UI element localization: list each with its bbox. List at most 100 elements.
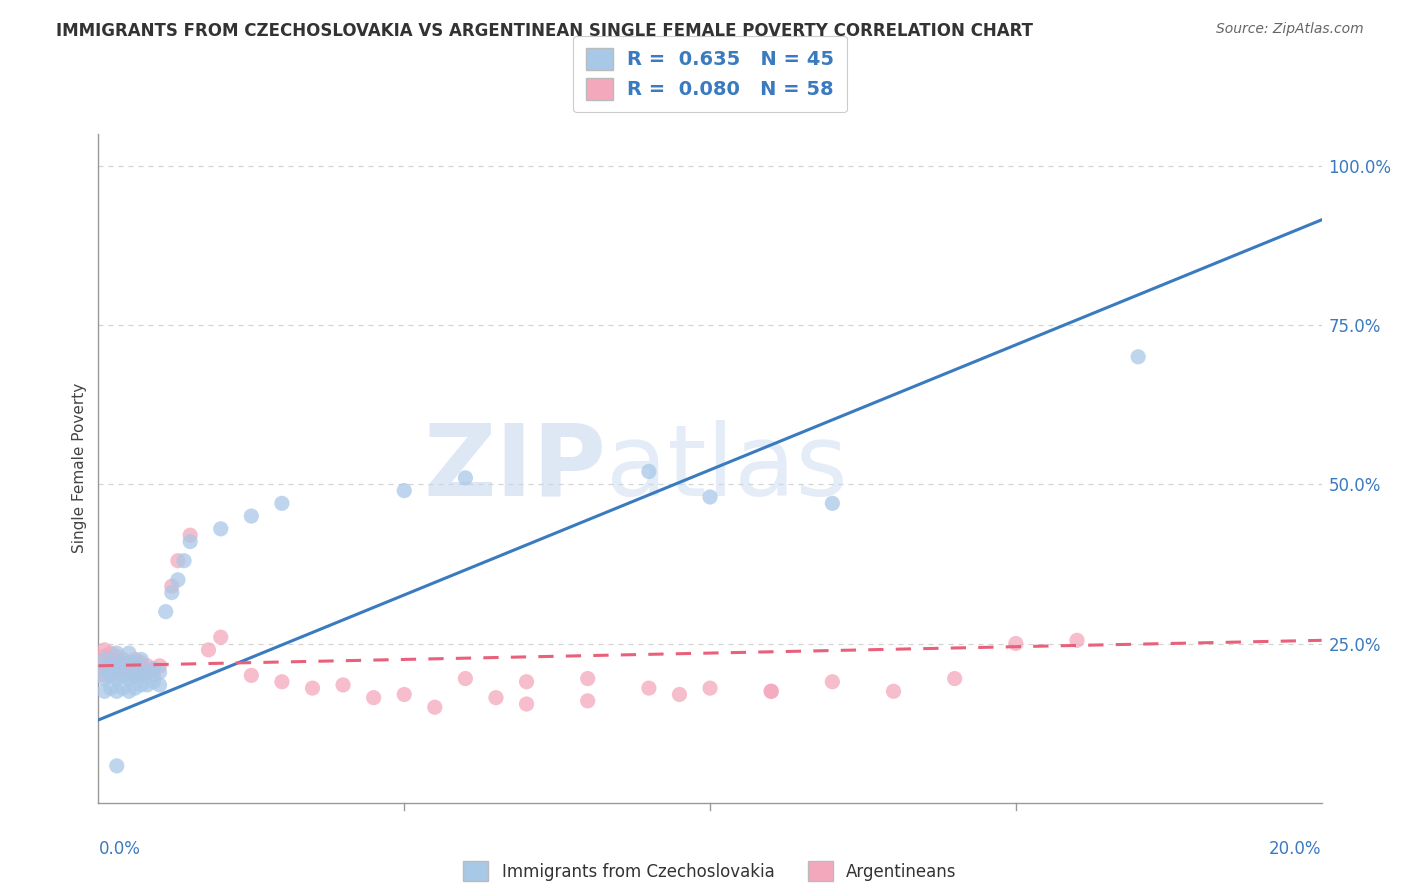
Point [124, 668, 146, 682]
Point [485, 690, 508, 705]
Point [136, 658, 159, 673]
Point [821, 674, 844, 689]
Point [149, 658, 172, 673]
Point [100, 652, 122, 666]
Point [111, 665, 134, 680]
Point [111, 668, 134, 682]
Point [167, 554, 190, 568]
Point [142, 662, 165, 676]
Point [576, 694, 599, 708]
Point [149, 665, 172, 680]
Point [1066, 633, 1088, 648]
Legend: Immigrants from Czechoslovakia, Argentineans: Immigrants from Czechoslovakia, Argentin… [457, 855, 963, 888]
Point [759, 684, 782, 698]
Point [124, 681, 146, 695]
Point [637, 681, 661, 695]
Point [142, 668, 165, 682]
Point [454, 672, 477, 686]
Point [209, 522, 232, 536]
Point [124, 665, 146, 680]
Point [100, 646, 122, 660]
Point [454, 471, 477, 485]
Point [301, 681, 323, 695]
Point [392, 483, 416, 498]
Point [179, 528, 201, 542]
Point [167, 573, 190, 587]
Point [118, 656, 141, 670]
Point [93, 662, 115, 676]
Point [93, 652, 115, 666]
Point [118, 672, 141, 686]
Point [93, 668, 115, 682]
Point [1128, 350, 1150, 364]
Point [118, 662, 141, 676]
Point [105, 658, 128, 673]
Point [160, 579, 183, 593]
Point [124, 656, 146, 670]
Point [197, 643, 219, 657]
Point [93, 672, 115, 686]
Text: Source: ZipAtlas.com: Source: ZipAtlas.com [1216, 22, 1364, 37]
Point [155, 605, 177, 619]
Y-axis label: Single Female Poverty: Single Female Poverty [72, 384, 87, 553]
Point [129, 662, 152, 676]
Point [93, 649, 115, 664]
Point [124, 652, 146, 666]
Text: 20.0%: 20.0% [1270, 839, 1322, 857]
Point [142, 662, 165, 676]
Point [516, 674, 538, 689]
Point [699, 681, 721, 695]
Point [149, 678, 172, 692]
Point [1004, 636, 1026, 650]
Point [136, 678, 159, 692]
Point [136, 665, 159, 680]
Point [129, 665, 152, 680]
Point [105, 759, 128, 773]
Point [111, 658, 134, 673]
Point [93, 684, 115, 698]
Point [240, 668, 263, 682]
Point [332, 678, 354, 692]
Point [392, 688, 416, 702]
Point [637, 465, 661, 479]
Point [105, 646, 128, 660]
Point [270, 674, 292, 689]
Point [100, 681, 122, 695]
Text: IMMIGRANTS FROM CZECHOSLOVAKIA VS ARGENTINEAN SINGLE FEMALE POVERTY CORRELATION : IMMIGRANTS FROM CZECHOSLOVAKIA VS ARGENT… [56, 22, 1033, 40]
Point [111, 656, 134, 670]
Point [209, 630, 232, 644]
Point [93, 662, 115, 676]
Point [129, 668, 152, 682]
Point [240, 509, 263, 524]
Point [821, 496, 844, 510]
Point [100, 658, 122, 673]
Point [129, 678, 152, 692]
Point [136, 665, 159, 680]
Point [105, 649, 128, 664]
Point [93, 656, 115, 670]
Point [129, 656, 152, 670]
Point [118, 646, 141, 660]
Point [105, 662, 128, 676]
Point [699, 490, 721, 504]
Point [129, 652, 152, 666]
Point [943, 672, 966, 686]
Point [173, 554, 195, 568]
Text: atlas: atlas [606, 420, 848, 516]
Point [118, 684, 141, 698]
Point [668, 688, 690, 702]
Point [124, 658, 146, 673]
Point [100, 668, 122, 682]
Point [111, 681, 134, 695]
Text: ZIP: ZIP [423, 420, 606, 516]
Point [160, 585, 183, 599]
Point [105, 668, 128, 682]
Point [883, 684, 905, 698]
Text: 0.0%: 0.0% [98, 839, 141, 857]
Point [100, 665, 122, 680]
Point [93, 643, 115, 657]
Point [100, 658, 122, 673]
Point [516, 697, 538, 711]
Point [118, 668, 141, 682]
Point [111, 652, 134, 666]
